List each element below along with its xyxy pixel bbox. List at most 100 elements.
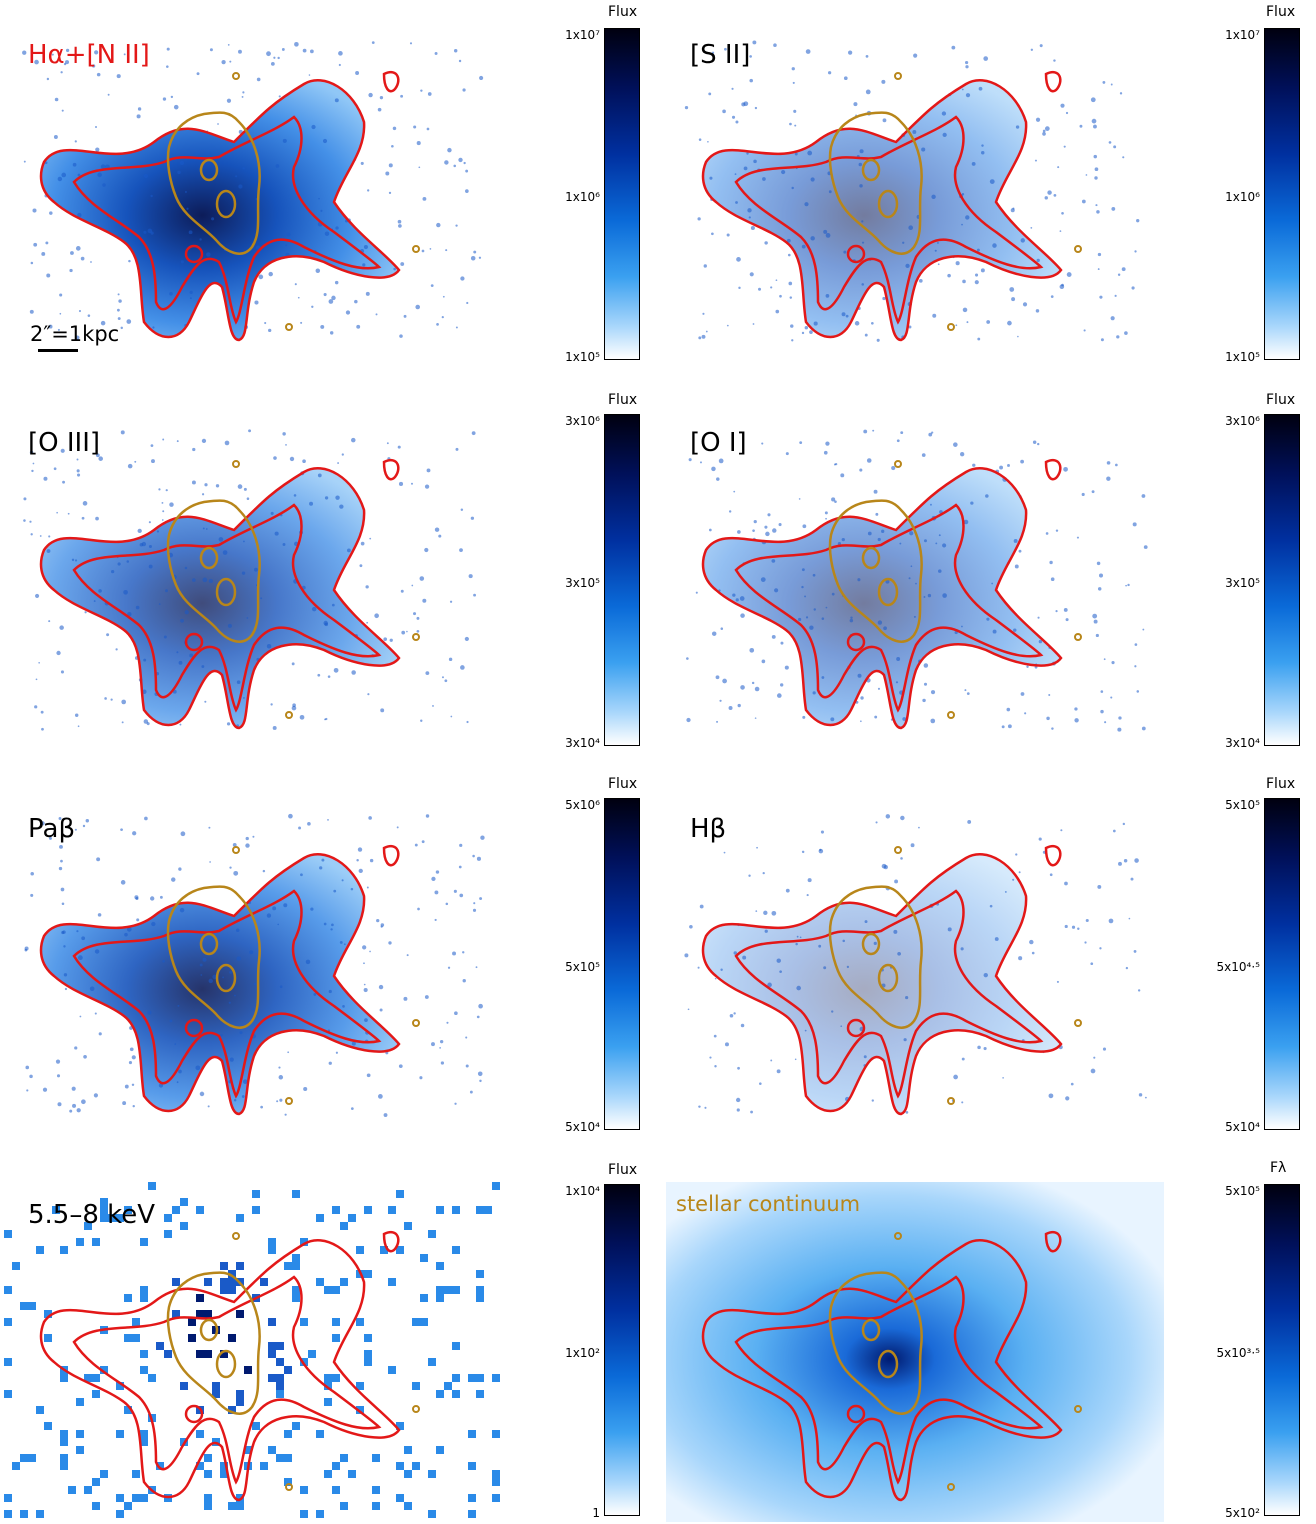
emission-speck (389, 638, 393, 642)
emission-speck (736, 1108, 740, 1112)
inner-contour (72, 115, 382, 325)
emission-speck (266, 913, 272, 918)
emission-speck (764, 241, 768, 245)
emission-speck (479, 897, 483, 901)
emission-speck (1048, 694, 1051, 697)
count-pixel (100, 1214, 108, 1222)
emission-speck (718, 458, 724, 464)
emission-map (4, 1182, 500, 1518)
emission-speck (804, 595, 807, 598)
emission-speck (79, 1015, 82, 1018)
emission-speck (1038, 837, 1042, 841)
emission-speck (705, 330, 708, 333)
emission-speck (1007, 724, 1012, 729)
emission-speck (120, 326, 124, 330)
emission-speck (454, 1102, 457, 1105)
emission-speck (809, 625, 814, 630)
panel-sii: [S II] (666, 22, 1164, 362)
count-pixel (196, 1294, 204, 1302)
count-pixel (204, 1454, 212, 1462)
emission-speck (1137, 989, 1141, 992)
colorbar (604, 798, 640, 1130)
emission-speck (942, 593, 947, 598)
emission-speck (801, 244, 806, 249)
emission-speck (1097, 587, 1102, 591)
emission-speck (737, 1066, 740, 1070)
emission-speck (287, 1051, 290, 1054)
emission-speck (861, 220, 864, 223)
emission-speck (323, 292, 327, 297)
emission-speck (1081, 492, 1085, 497)
emission-speck (162, 438, 165, 441)
marker-dot (412, 633, 420, 641)
count-pixel (452, 1374, 460, 1382)
emission-speck (908, 225, 914, 231)
continuum-background (666, 1182, 1164, 1522)
emission-speck (202, 577, 208, 583)
emission-speck (243, 697, 245, 699)
emission-speck (1057, 166, 1060, 169)
emission-speck (866, 458, 872, 463)
count-pixel (468, 1430, 476, 1438)
count-pixel (20, 1510, 28, 1518)
count-pixel (60, 1438, 68, 1446)
emission-speck (478, 256, 482, 259)
emission-speck (825, 233, 831, 238)
emission-speck (94, 949, 100, 954)
emission-speck (413, 125, 417, 129)
emission-speck (227, 43, 230, 46)
emission-speck (961, 193, 965, 196)
count-pixel (356, 1406, 364, 1414)
emission-speck (1035, 309, 1040, 313)
emission-speck (807, 878, 812, 883)
emission-speck (310, 907, 314, 911)
emission-speck (57, 176, 63, 182)
emission-speck (333, 667, 339, 673)
emission-speck (873, 941, 877, 945)
emission-speck (913, 53, 918, 58)
emission-speck (434, 890, 439, 895)
emission-speck (143, 230, 147, 234)
panel-label: 5.5–8 keV (28, 1200, 156, 1230)
emission-speck (923, 539, 927, 543)
count-pixel (4, 1318, 12, 1326)
colorbar-tick: 1x10⁷ (565, 28, 600, 42)
nucleus-contour (184, 632, 204, 652)
emission-speck (894, 879, 899, 884)
count-pixel (268, 1446, 276, 1454)
emission-speck (687, 1008, 690, 1011)
emission-speck (241, 571, 246, 575)
emission-speck (1024, 712, 1027, 715)
emission-speck (981, 144, 984, 147)
count-pixel (220, 1470, 228, 1478)
emission-speck (360, 541, 365, 546)
emission-speck (731, 115, 736, 119)
emission-speck (714, 1065, 717, 1068)
nucleus-contour (215, 1349, 237, 1379)
colorbar-tick: 1x10⁵ (1225, 350, 1260, 364)
emission-speck (409, 42, 413, 45)
count-pixel (4, 1390, 12, 1398)
emission-speck (150, 444, 154, 447)
emission-speck (279, 1098, 283, 1102)
emission-speck (95, 516, 99, 521)
emission-speck (1009, 287, 1015, 292)
emission-speck (87, 314, 91, 317)
count-pixel (52, 1206, 60, 1214)
emission-speck (1077, 927, 1080, 930)
nucleus-contour (846, 1404, 866, 1424)
emission-speck (1141, 726, 1146, 731)
count-pixel (100, 1470, 108, 1478)
emission-speck (324, 231, 330, 236)
emission-speck (123, 53, 126, 56)
emission-speck (1085, 174, 1088, 176)
emission-speck (875, 512, 879, 516)
count-pixel (180, 1198, 188, 1206)
emission-speck (927, 593, 932, 598)
emission-speck (65, 60, 70, 65)
count-pixel (340, 1502, 348, 1510)
emission-speck (339, 504, 344, 509)
emission-speck (341, 879, 344, 882)
emission-speck (1032, 440, 1037, 444)
panel-label: [O III] (28, 428, 101, 458)
